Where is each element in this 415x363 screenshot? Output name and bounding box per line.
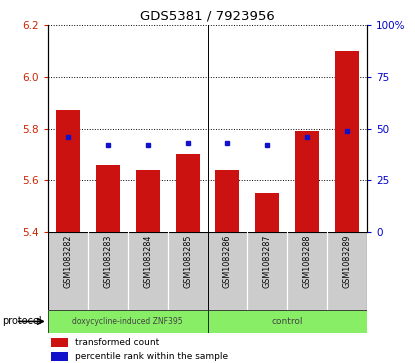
Text: GSM1083287: GSM1083287: [263, 235, 272, 288]
Bar: [168, 232, 208, 310]
Text: percentile rank within the sample: percentile rank within the sample: [75, 352, 228, 361]
Bar: [48, 310, 208, 333]
Bar: [56, 110, 80, 232]
Bar: [51, 338, 68, 347]
Title: GDS5381 / 7923956: GDS5381 / 7923956: [140, 10, 275, 23]
Bar: [208, 310, 367, 333]
Bar: [335, 51, 359, 232]
Bar: [88, 232, 128, 310]
Bar: [48, 232, 88, 310]
Text: GSM1083288: GSM1083288: [303, 235, 312, 288]
Text: GSM1083282: GSM1083282: [63, 235, 72, 288]
Text: transformed count: transformed count: [75, 338, 159, 347]
Bar: [247, 232, 287, 310]
Bar: [95, 164, 120, 232]
Bar: [208, 232, 247, 310]
Bar: [287, 232, 327, 310]
Bar: [136, 170, 159, 232]
Bar: [128, 232, 168, 310]
Text: control: control: [272, 317, 303, 326]
Text: GSM1083284: GSM1083284: [143, 235, 152, 288]
Text: protocol: protocol: [2, 317, 42, 326]
Text: doxycycline-induced ZNF395: doxycycline-induced ZNF395: [72, 317, 183, 326]
Bar: [295, 131, 320, 232]
Bar: [215, 170, 239, 232]
Text: GSM1083286: GSM1083286: [223, 235, 232, 288]
Text: GSM1083285: GSM1083285: [183, 235, 192, 288]
Bar: [327, 232, 367, 310]
Bar: [51, 352, 68, 360]
Text: GSM1083289: GSM1083289: [343, 235, 352, 288]
Bar: [256, 193, 279, 232]
Text: GSM1083283: GSM1083283: [103, 235, 112, 288]
Bar: [176, 154, 200, 232]
